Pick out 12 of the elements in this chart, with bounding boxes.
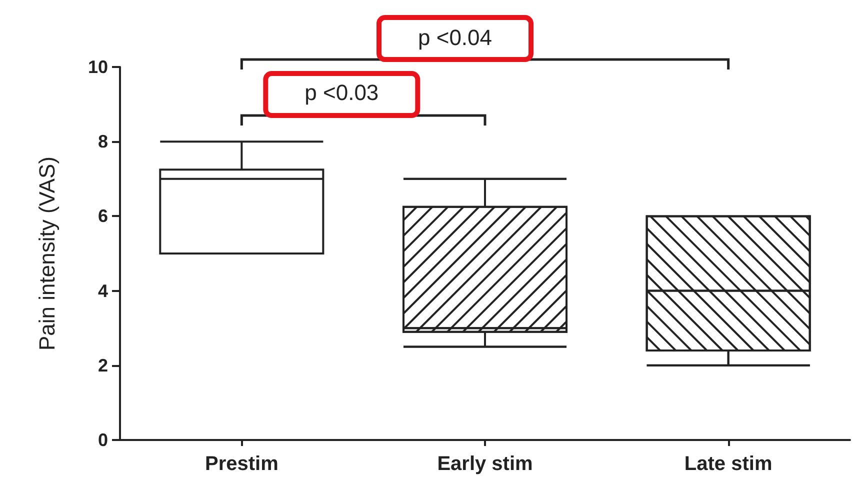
y-tick-label: 6 — [98, 206, 108, 226]
y-axis-title: Pain intensity (VAS) — [34, 156, 60, 351]
y-tick-label: 2 — [98, 355, 108, 376]
y-tick-label: 4 — [98, 280, 108, 301]
x-tick-label: Early stim — [437, 453, 533, 475]
y-tick-label: 8 — [98, 132, 108, 152]
annotation: p <0.03 — [304, 80, 379, 106]
x-tick-label: Late stim — [684, 453, 772, 475]
text: p <0.04 — [418, 24, 492, 51]
y-tick-label: 0 — [98, 430, 108, 450]
x-tick-label: Prestim — [204, 453, 278, 475]
y-tick-label: 10 — [88, 57, 108, 77]
